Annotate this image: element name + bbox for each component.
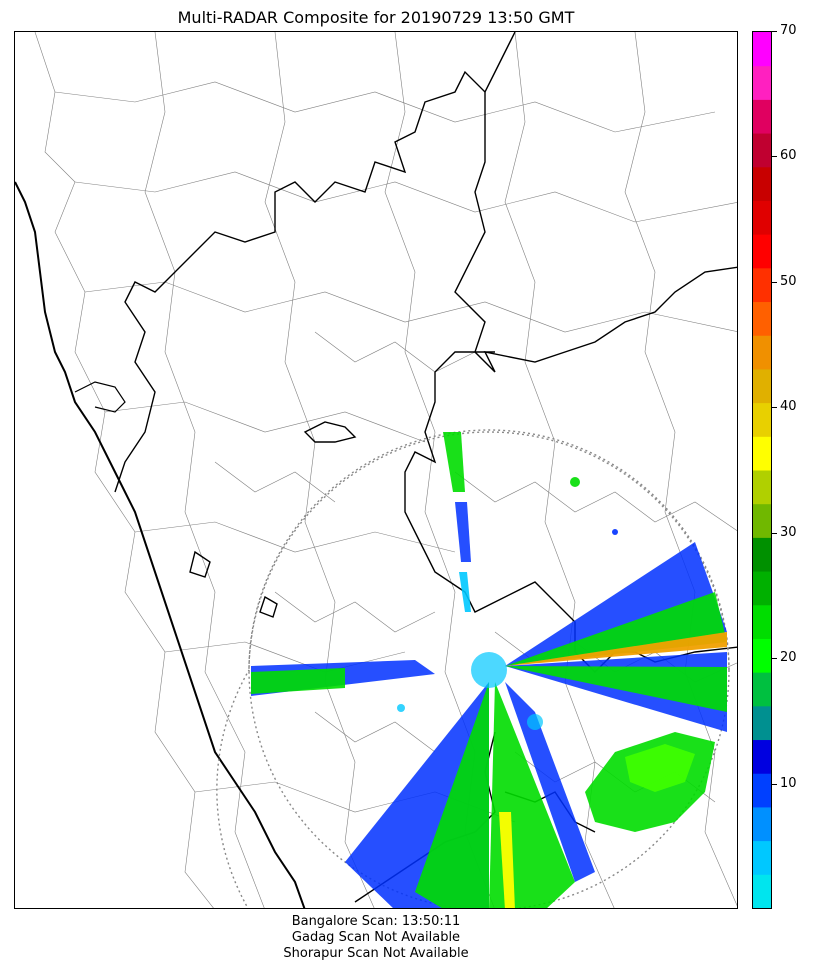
radar-range-circle bbox=[248, 429, 730, 908]
colorbar-band bbox=[753, 638, 771, 673]
colorbar-band bbox=[753, 267, 771, 303]
map-canvas bbox=[15, 32, 737, 908]
colorbar-band bbox=[753, 739, 771, 774]
colorbar-band bbox=[753, 402, 771, 437]
colorbar-band bbox=[753, 806, 771, 842]
colorbar-band bbox=[753, 335, 771, 370]
colorbar-tick-label: 20 bbox=[780, 650, 797, 665]
colorbar-tick bbox=[772, 156, 777, 157]
reflectivity-echoes bbox=[251, 432, 727, 908]
colorbar-band bbox=[753, 874, 771, 908]
colorbar-tick-label: 50 bbox=[780, 274, 797, 289]
colorbar-tick bbox=[772, 533, 777, 534]
colorbar-gradient bbox=[753, 32, 771, 908]
colorbar-tick-label: 30 bbox=[780, 525, 797, 540]
colorbar-tick bbox=[772, 31, 777, 32]
colorbar-tick bbox=[772, 407, 777, 408]
colorbar-band bbox=[753, 133, 771, 168]
colorbar-tick bbox=[772, 658, 777, 659]
colorbar-band bbox=[753, 32, 771, 67]
colorbar-band bbox=[753, 234, 771, 269]
colorbar-band bbox=[753, 301, 771, 336]
colorbar-band bbox=[753, 470, 771, 505]
colorbar-band bbox=[753, 65, 771, 100]
colorbar-band bbox=[753, 840, 771, 875]
colorbar-tick-label: 10 bbox=[780, 776, 797, 791]
colorbar-band bbox=[753, 773, 771, 808]
colorbar-band bbox=[753, 166, 771, 201]
colorbar-band bbox=[753, 672, 771, 707]
colorbar-band bbox=[753, 368, 771, 404]
coastline-inlet bbox=[74, 381, 126, 413]
colorbar-band bbox=[753, 705, 771, 741]
scan-status: Bangalore Scan: 13:50:11 Gadag Scan Not … bbox=[14, 914, 738, 962]
colorbar-tick-label: 40 bbox=[780, 399, 797, 414]
colorbar-band bbox=[753, 537, 771, 572]
map-panel[interactable] bbox=[14, 31, 738, 909]
colorbar-band bbox=[753, 200, 771, 235]
colorbar-band bbox=[753, 604, 771, 639]
colorbar-tick bbox=[772, 282, 777, 283]
colorbar-tick-label: 60 bbox=[780, 148, 797, 163]
colorbar-tick-label: 70 bbox=[780, 23, 797, 38]
colorbar-tick bbox=[772, 784, 777, 785]
colorbar-band bbox=[753, 436, 771, 471]
colorbar bbox=[752, 31, 772, 909]
gadag-scan-status: Gadag Scan Not Available bbox=[291, 930, 461, 945]
colorbar-band bbox=[753, 99, 771, 134]
coastline bbox=[15, 181, 306, 908]
colorbar-band bbox=[753, 571, 771, 606]
chart-title: Multi-RADAR Composite for 20190729 13:50… bbox=[177, 8, 575, 27]
colorbar-band bbox=[753, 503, 771, 538]
shorapur-scan-status: Shorapur Scan Not Available bbox=[283, 946, 469, 961]
bangalore-scan-status: Bangalore Scan: 13:50:11 bbox=[291, 914, 461, 929]
